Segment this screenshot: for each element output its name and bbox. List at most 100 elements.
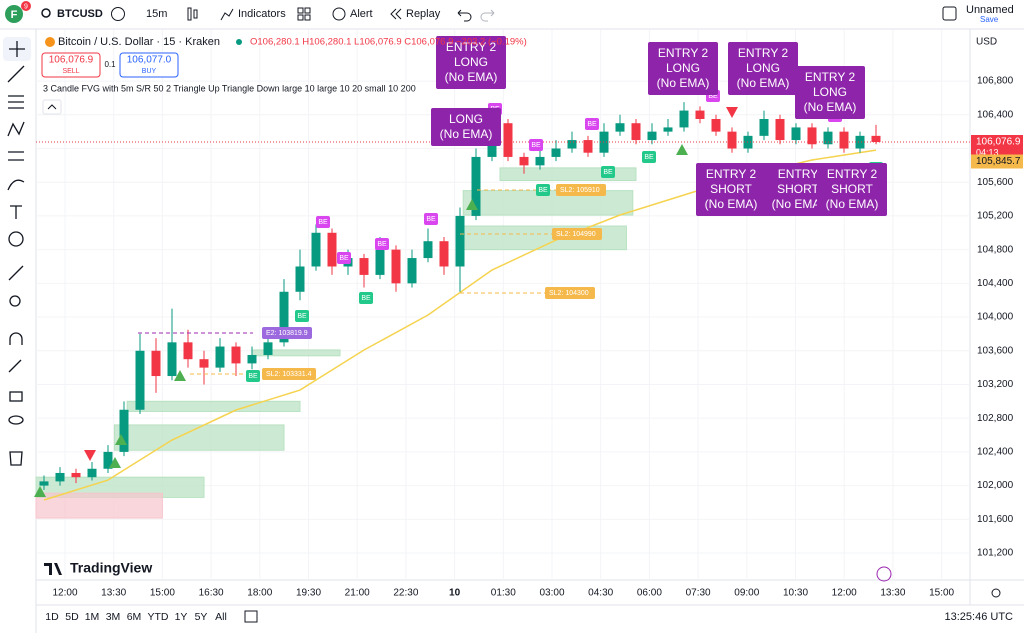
entry-label-bg bbox=[696, 163, 766, 216]
y-tick-label: 106,800 bbox=[977, 76, 1014, 87]
range-button[interactable]: 1M bbox=[85, 611, 100, 623]
candle-body bbox=[119, 409, 129, 452]
triangle-up bbox=[676, 144, 688, 155]
measure-tool[interactable] bbox=[8, 265, 24, 281]
indicator-legend: 3 Candle FVG with 5m S/R 50 2 Triangle U… bbox=[43, 83, 416, 93]
be-label: BE bbox=[644, 154, 654, 161]
be-marker bbox=[424, 213, 438, 225]
sell-label: SELL bbox=[62, 68, 79, 75]
range-button[interactable]: All bbox=[215, 611, 227, 623]
range-button[interactable]: 3M bbox=[106, 611, 121, 623]
range-button[interactable]: 5D bbox=[65, 611, 79, 623]
triangle-down bbox=[84, 450, 96, 461]
candle-body bbox=[103, 451, 113, 469]
range-button[interactable]: YTD bbox=[148, 611, 169, 623]
x-tick-label: 10:30 bbox=[783, 588, 808, 599]
legend-title: Bitcoin / U.S. Dollar · 15 · Kraken bbox=[58, 36, 220, 48]
brand-logo bbox=[44, 563, 62, 575]
candle-body bbox=[727, 131, 737, 149]
triangle-up bbox=[34, 486, 46, 497]
x-tick-label: 18:00 bbox=[247, 588, 272, 599]
interval[interactable]: 15m bbox=[146, 8, 167, 20]
y-tick-label: 102,000 bbox=[977, 480, 1014, 491]
layout-icon[interactable] bbox=[942, 6, 957, 21]
fvg-zone bbox=[35, 492, 163, 519]
crosshair-tool[interactable] bbox=[9, 41, 25, 57]
range-button[interactable]: 5Y bbox=[195, 611, 208, 623]
symbol[interactable]: BTCUSD bbox=[57, 8, 103, 20]
entry-label: SHORT bbox=[831, 182, 873, 196]
candle-body bbox=[551, 148, 561, 157]
entry-label: LONG bbox=[746, 61, 780, 75]
currency[interactable]: USD bbox=[976, 37, 997, 48]
candle-body bbox=[55, 472, 65, 482]
candle-body bbox=[231, 346, 241, 364]
buy-label: BUY bbox=[142, 68, 157, 75]
range-button[interactable]: 6M bbox=[127, 611, 142, 623]
magnet-tool[interactable] bbox=[9, 332, 23, 345]
legend-ohlc: O106,280.1 H106,280.1 L106,076.9 C106,07… bbox=[250, 37, 527, 48]
assistant-icon[interactable] bbox=[876, 566, 892, 582]
indicators-button[interactable]: Indicators bbox=[238, 8, 286, 20]
triangle-up bbox=[174, 370, 186, 381]
x-tick-label: 15:00 bbox=[150, 588, 175, 599]
candle-body bbox=[535, 156, 545, 166]
be-marker bbox=[316, 216, 330, 228]
range-button[interactable]: 1Y bbox=[175, 611, 188, 623]
trend-line-tool[interactable] bbox=[7, 65, 25, 83]
save-button[interactable]: Save bbox=[980, 15, 999, 24]
brush-tool[interactable] bbox=[7, 179, 25, 191]
fvg-zone bbox=[126, 400, 301, 412]
templates-icon[interactable] bbox=[297, 7, 304, 14]
add-symbol[interactable] bbox=[111, 7, 125, 21]
range-button[interactable]: 1D bbox=[45, 611, 59, 623]
level-label: SL2: 105910 bbox=[560, 187, 600, 194]
icon-tool[interactable] bbox=[8, 231, 24, 247]
alert-button[interactable]: Alert bbox=[350, 8, 373, 20]
hide-tool[interactable] bbox=[8, 415, 24, 425]
chart-type-icon[interactable] bbox=[187, 7, 192, 21]
stay-drawing-tool[interactable] bbox=[8, 359, 22, 373]
candle-body bbox=[391, 249, 401, 284]
lock-tool[interactable] bbox=[9, 391, 23, 402]
fib-tool[interactable] bbox=[8, 95, 24, 109]
redo[interactable] bbox=[480, 9, 495, 22]
candle-body bbox=[663, 127, 673, 132]
chart-pane: 101,200 101,600 102,000 102,400 102,800 103,2… bbox=[34, 30, 1014, 599]
entry-label: SHORT bbox=[777, 182, 819, 196]
x-tick-label: 19:30 bbox=[296, 588, 321, 599]
pattern-tool[interactable] bbox=[7, 121, 25, 137]
entry-label-bg bbox=[795, 66, 865, 119]
collapse-legend[interactable] bbox=[42, 99, 62, 115]
layout-name[interactable]: Unnamed bbox=[966, 4, 1014, 16]
buy-button[interactable] bbox=[119, 52, 179, 78]
delete-tool[interactable] bbox=[9, 451, 23, 466]
candle-body bbox=[839, 131, 849, 149]
x-tick-label: 07:30 bbox=[686, 588, 711, 599]
date-range-icon[interactable] bbox=[244, 610, 258, 623]
prediction-tool[interactable] bbox=[8, 151, 24, 161]
be-label: BE bbox=[603, 169, 613, 176]
sell-button[interactable] bbox=[41, 52, 101, 78]
collapse-icon bbox=[47, 104, 57, 110]
avatar[interactable] bbox=[5, 5, 23, 23]
text-tool[interactable] bbox=[10, 205, 22, 219]
replay-button[interactable]: Replay bbox=[406, 8, 441, 20]
undo[interactable] bbox=[457, 9, 472, 22]
zoom-tool[interactable] bbox=[9, 295, 21, 307]
entry-label: ENTRY 2 bbox=[738, 46, 789, 60]
entry-label: (No EMA) bbox=[737, 76, 790, 90]
x-tick-label: 10 bbox=[449, 588, 461, 599]
be-marker bbox=[295, 310, 309, 322]
x-tick-label: 22:30 bbox=[393, 588, 418, 599]
x-tick-label: 12:00 bbox=[52, 588, 77, 599]
entry-label-bg bbox=[728, 42, 798, 95]
y-tick-label: 104,800 bbox=[977, 244, 1014, 255]
candle-body bbox=[855, 135, 865, 149]
x-tick-label: 13:30 bbox=[880, 588, 905, 599]
templates-icon bbox=[304, 7, 311, 14]
axis-settings[interactable] bbox=[991, 588, 1001, 598]
candle-body bbox=[87, 468, 97, 478]
candle-body bbox=[631, 123, 641, 141]
